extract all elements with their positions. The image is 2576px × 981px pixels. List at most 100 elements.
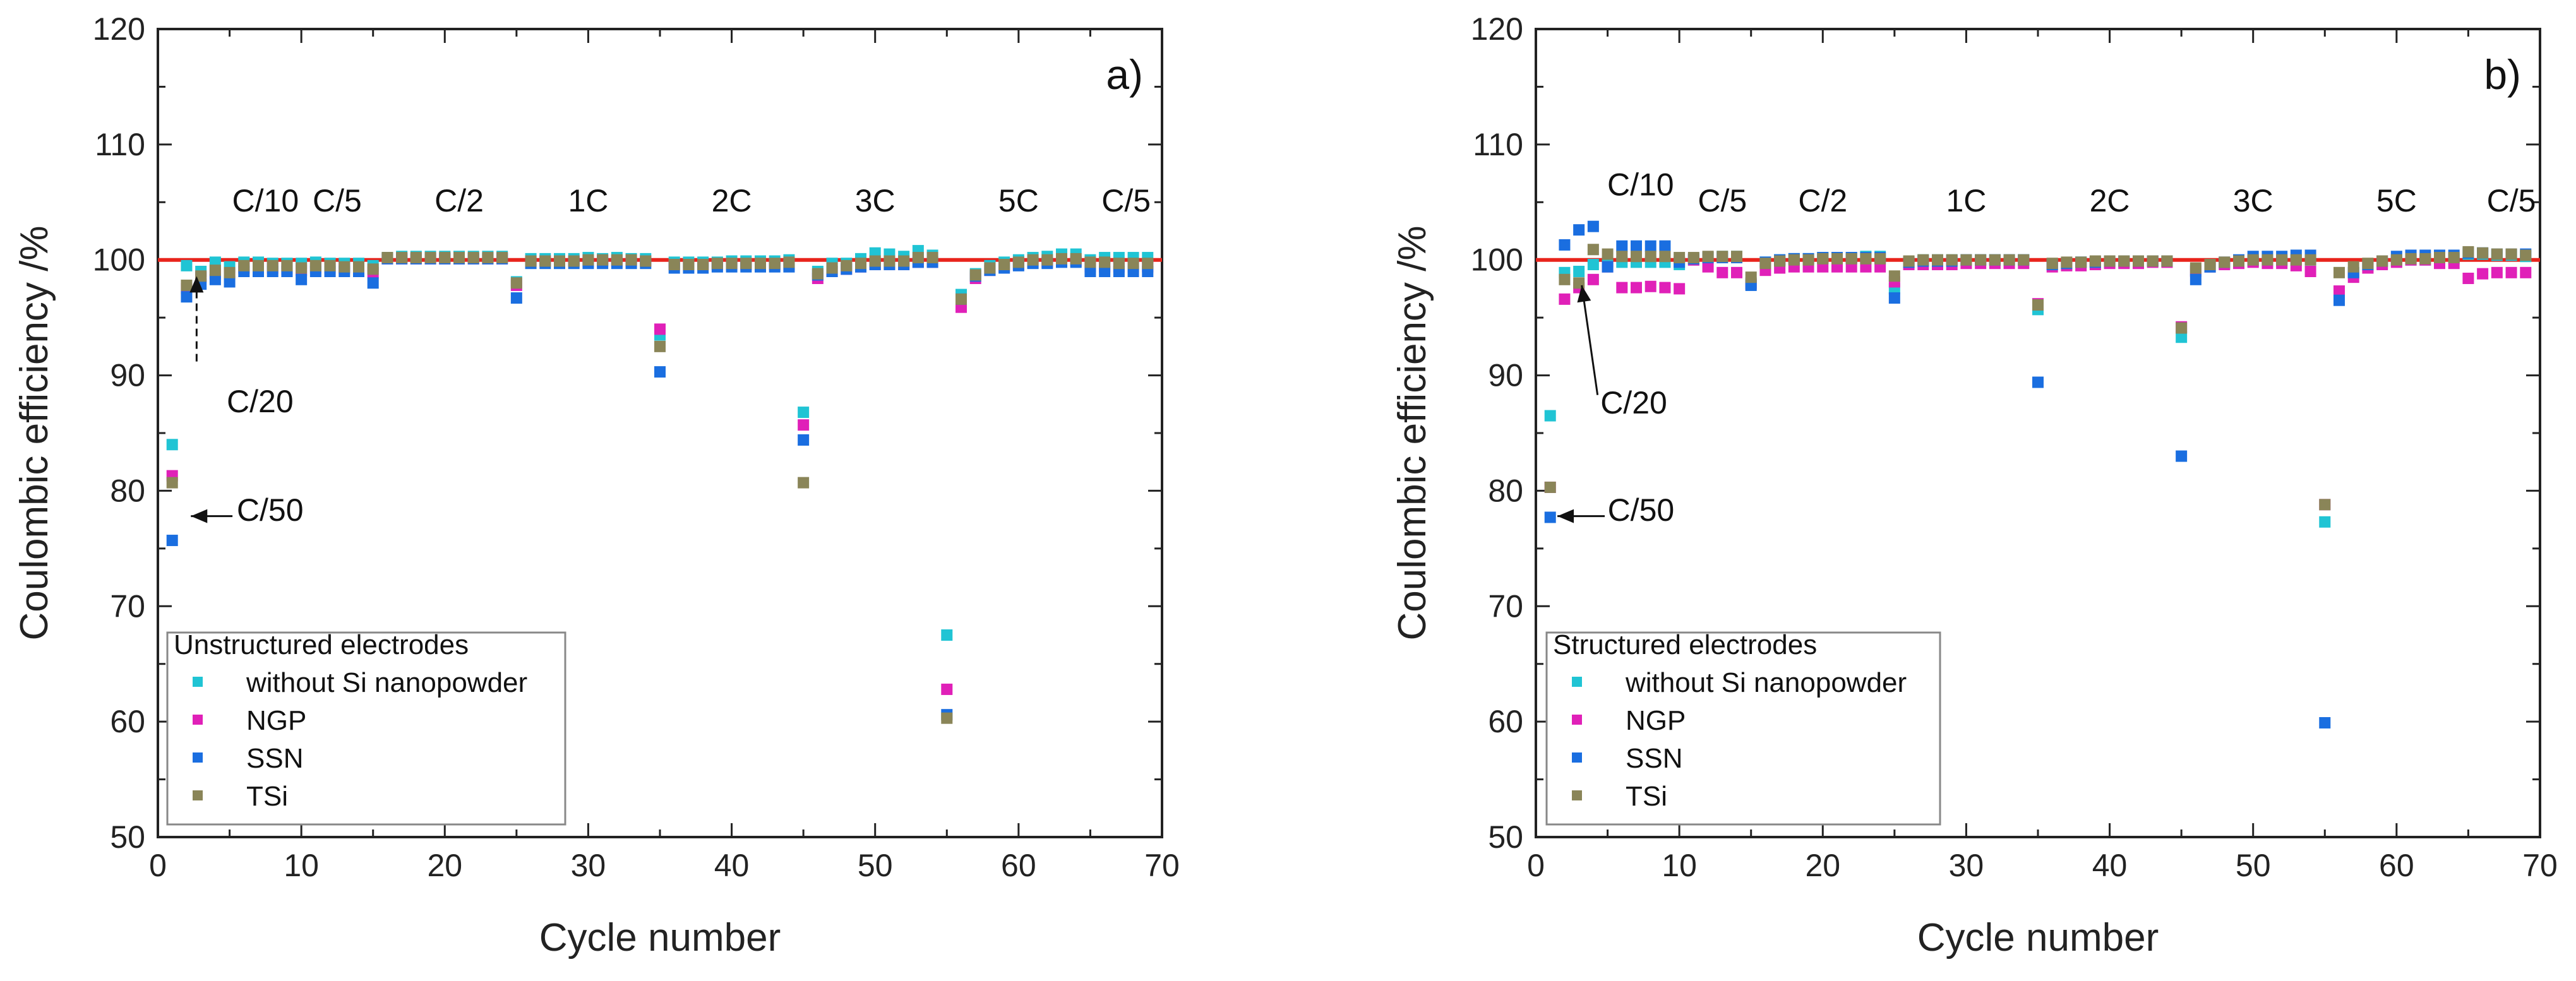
legend-box [166, 631, 566, 826]
x-tick-label: 10 [284, 848, 319, 883]
rate-label: C/5 [1101, 183, 1151, 218]
data-point-tsi [2520, 249, 2532, 261]
data-point-tsi [1070, 253, 1082, 265]
data-point-ssn [510, 292, 522, 304]
data-point-tsi [467, 252, 479, 264]
data-point-tsi [2290, 254, 2302, 266]
x-tick-label: 20 [427, 848, 462, 883]
data-point-ssn [1573, 224, 1585, 236]
data-point-tsi [554, 255, 565, 267]
y-tick-label: 110 [95, 127, 145, 162]
y-tick-label: 70 [1488, 588, 1523, 624]
y-tick-label: 60 [1488, 704, 1523, 739]
data-point-tsi [1845, 253, 1857, 265]
rate-label: C/10 [232, 183, 299, 218]
data-point-ngp [1587, 273, 1599, 285]
data-point-tsi [2176, 322, 2188, 334]
data-point-tsi [1903, 255, 1915, 267]
data-point-tsi [2190, 262, 2202, 274]
data-point-tsi [869, 255, 881, 267]
x-tick-label: 0 [149, 848, 167, 883]
data-point-ssn [1888, 292, 1900, 304]
data-point-tsi [2118, 255, 2130, 267]
data-point-tsi [209, 265, 221, 276]
data-point-ngp [798, 419, 810, 431]
legend-entry: NGP [246, 705, 306, 736]
data-point-tsi [1731, 251, 1742, 263]
legend-title: Structured electrodes [1553, 629, 1817, 660]
legend-entry: TSi [246, 781, 288, 812]
data-point-tsi [1631, 251, 1642, 263]
x-tick-label: 40 [2092, 848, 2128, 883]
data-point-tsi [253, 259, 264, 271]
data-point-tsi [439, 252, 451, 264]
y-tick-label: 90 [1488, 358, 1523, 393]
data-point-ssn [1544, 511, 1556, 523]
data-point-ssn [1659, 240, 1671, 252]
data-point-tsi [482, 252, 494, 264]
legend-marker [193, 715, 203, 725]
data-point-ssn [2176, 450, 2188, 462]
data-point-tsi [396, 252, 408, 264]
data-point-tsi [1099, 256, 1111, 268]
data-point-tsi [2390, 254, 2402, 266]
data-point-tsi [2333, 266, 2345, 278]
data-point-tsi [654, 340, 666, 352]
data-point-tsi [726, 258, 738, 270]
legend-entry: without Si nanopowder [1625, 667, 1907, 698]
y-tick-label: 110 [1473, 127, 1523, 162]
data-point-tsi [2304, 254, 2316, 266]
annotation-arrow-head [1557, 509, 1574, 523]
data-point-tsi [582, 254, 594, 266]
data-point-tsi [1113, 258, 1125, 270]
data-point-tsi [453, 252, 465, 264]
data-point-ngp [2505, 266, 2517, 278]
data-point-without-si-nanopowder [2319, 516, 2331, 528]
rate-label: 5C [998, 183, 1039, 218]
x-tick-label: 70 [2522, 848, 2558, 883]
data-point-ssn [2319, 716, 2331, 728]
data-point-ssn [166, 535, 178, 547]
data-point-tsi [2347, 261, 2359, 273]
legend-entry: NGP [1626, 705, 1686, 736]
legend-entry: without Si nanopowder [246, 667, 527, 698]
legend-marker [193, 752, 203, 763]
data-point-without-si-nanopowder [1587, 259, 1599, 271]
data-point-ngp [1559, 293, 1571, 305]
data-point-tsi [798, 477, 810, 489]
x-tick-label: 40 [714, 848, 750, 883]
data-point-ngp [1716, 266, 1728, 278]
annotation-arrow-line [1581, 285, 1599, 395]
legend-entry: SSN [246, 743, 303, 774]
data-point-tsi [539, 255, 551, 267]
data-point-without-si-nanopowder [1544, 410, 1556, 422]
data-point-tsi [697, 259, 709, 271]
x-tick-label: 30 [1949, 848, 1984, 883]
data-point-tsi [510, 277, 522, 289]
data-point-tsi [611, 254, 623, 266]
data-point-tsi [195, 270, 207, 282]
data-point-tsi [812, 268, 824, 280]
legend-marker [1572, 752, 1582, 763]
legend-marker [193, 790, 203, 800]
data-point-tsi [2505, 248, 2517, 260]
data-point-ssn [1587, 220, 1599, 232]
annotation-label: C/20 [1600, 385, 1667, 420]
x-tick-label: 60 [1001, 848, 1036, 883]
rate-label: 5C [2376, 183, 2417, 218]
data-point-tsi [1975, 254, 1987, 266]
data-point-ssn [296, 273, 308, 285]
data-point-tsi [338, 261, 350, 273]
data-point-tsi [2147, 255, 2159, 267]
data-point-tsi [2233, 255, 2244, 267]
data-point-tsi [2405, 253, 2417, 265]
data-point-tsi [2032, 299, 2044, 311]
x-tick-label: 20 [1805, 848, 1840, 883]
data-point-ssn [1602, 261, 1614, 273]
data-point-tsi [941, 712, 953, 724]
data-point-tsi [2419, 253, 2431, 265]
data-point-tsi [281, 259, 293, 271]
rate-label: C/5 [1698, 183, 1747, 218]
data-point-tsi [2219, 256, 2231, 268]
data-point-ssn [181, 291, 193, 303]
